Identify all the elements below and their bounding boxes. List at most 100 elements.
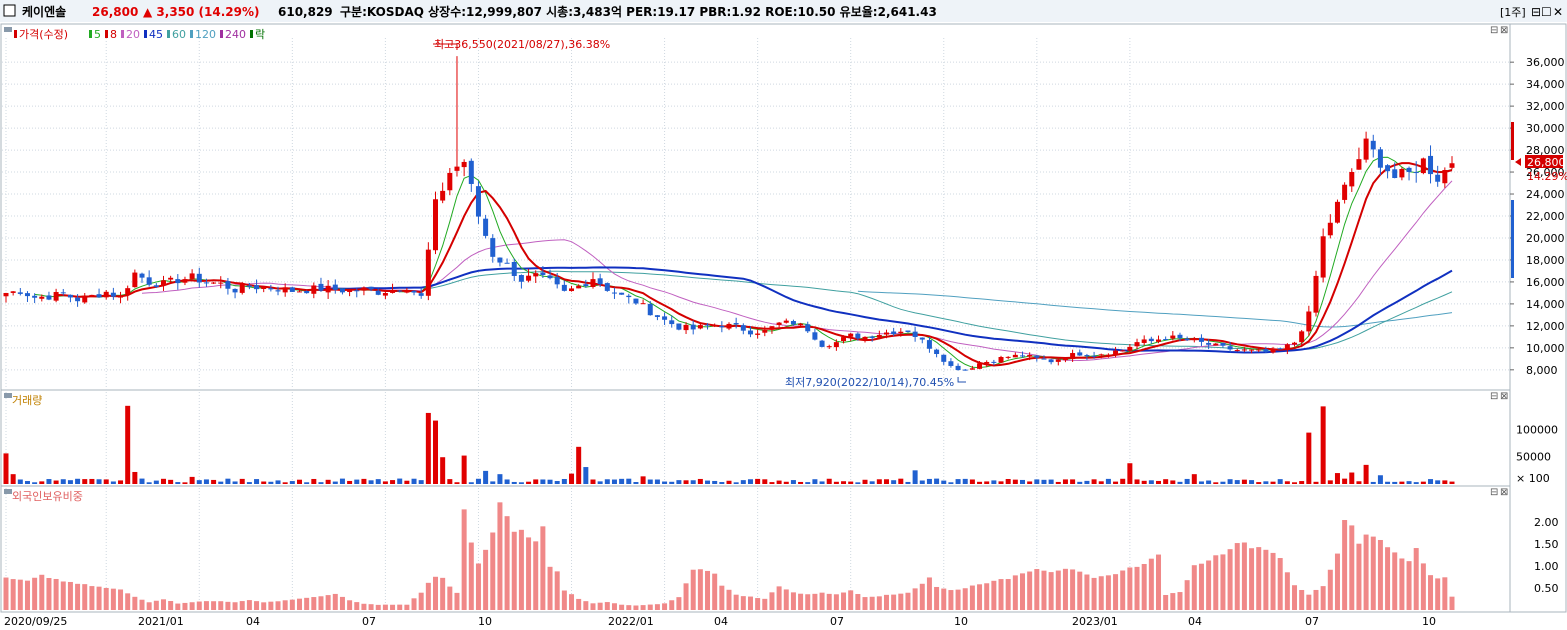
- price-pane: [0, 23, 1511, 391]
- volume-bar: [583, 467, 589, 484]
- x-axis-label: 10: [954, 615, 968, 628]
- foreign-pane-close-icon[interactable]: ⊠: [1500, 487, 1508, 498]
- volume-bar: [1256, 482, 1262, 484]
- header-checkbox[interactable]: [3, 4, 16, 17]
- legend-item[interactable]: 가격(수정): [19, 28, 68, 41]
- foreign-bar: [483, 549, 489, 610]
- volume-bar: [3, 453, 9, 484]
- candle-body: [604, 283, 610, 291]
- candle-body: [969, 368, 975, 370]
- legend-item[interactable]: 60: [172, 28, 186, 41]
- foreign-pane: [0, 485, 1511, 613]
- foreign-bar: [1084, 574, 1090, 610]
- price-change: ▲ 3,350 (14.29%): [143, 5, 260, 19]
- close-icon[interactable]: ✕: [1553, 5, 1563, 19]
- foreign-bar: [941, 588, 947, 610]
- volume-pane-close-icon[interactable]: ⊠: [1500, 391, 1508, 402]
- legend-item[interactable]: 240: [225, 28, 246, 41]
- candle-body: [246, 285, 252, 287]
- volume-pane-marker: [4, 393, 12, 398]
- candle-body: [762, 330, 768, 333]
- volume-bar: [1012, 479, 1018, 484]
- foreign-bar: [647, 604, 653, 610]
- ma45-line: [320, 266, 1453, 354]
- candle-body: [1399, 168, 1405, 178]
- candle-body: [1284, 344, 1290, 350]
- legend-item[interactable]: 20: [126, 28, 140, 41]
- candle-body: [934, 349, 940, 355]
- volume-bar: [862, 479, 868, 484]
- candle-body: [411, 290, 417, 293]
- stock-name: 케이엔솔: [22, 4, 66, 19]
- volume-bar: [733, 482, 739, 484]
- candle-body: [697, 325, 703, 329]
- volume-bar: [1277, 479, 1283, 484]
- candle-body: [576, 285, 582, 289]
- candle-body: [1005, 356, 1011, 358]
- volume-pane-min-icon[interactable]: ⊟: [1490, 391, 1498, 402]
- volume-bar: [726, 480, 732, 484]
- legend-swatch: [105, 30, 108, 38]
- foreign-bar: [46, 577, 52, 610]
- volume-bar: [168, 479, 174, 484]
- foreign-title: 외국인보유비중: [12, 490, 83, 503]
- price-axis-label: 8,000: [1526, 364, 1558, 377]
- volume-bar: [39, 481, 45, 484]
- maximize-icon[interactable]: ☐: [1541, 5, 1552, 19]
- volume-bar: [533, 479, 539, 484]
- candle-body: [232, 288, 238, 293]
- candle-body: [1213, 343, 1219, 346]
- volume-bar: [132, 471, 138, 484]
- candle-body: [712, 325, 718, 327]
- price-axis-label: 28,000: [1526, 144, 1565, 157]
- foreign-bar: [991, 580, 997, 610]
- candle-body: [17, 292, 23, 294]
- foreign-bar: [225, 601, 231, 610]
- foreign-bar: [218, 601, 224, 610]
- volume-bar: [203, 479, 209, 484]
- volume-bar: [325, 479, 331, 484]
- candle-body: [1113, 350, 1119, 356]
- volume-bar: [1019, 479, 1025, 484]
- foreign-bar: [189, 602, 195, 610]
- volume-bar: [67, 480, 73, 484]
- volume-bar: [898, 478, 904, 484]
- candle-body: [1377, 149, 1383, 168]
- volume-bar: [24, 481, 30, 484]
- legend-item[interactable]: 락: [255, 28, 265, 41]
- volume-bar: [590, 479, 596, 484]
- foreign-bar: [1435, 578, 1441, 610]
- candle-body: [425, 249, 431, 296]
- candle-body: [991, 361, 997, 363]
- volume-bar: [841, 481, 847, 484]
- foreign-bar: [977, 584, 983, 610]
- axis-labels: 36,000 34,000 32,000 30,000 28,000 26,000 24,0…: [4, 43, 1565, 628]
- legend-item[interactable]: 120: [195, 28, 216, 41]
- legend-item[interactable]: 45: [149, 28, 163, 41]
- price-pane-close-icon[interactable]: ⊠: [1500, 25, 1508, 36]
- volume-bar: [812, 479, 818, 484]
- price-pane-min-icon[interactable]: ⊟: [1490, 25, 1498, 36]
- candle-body: [891, 331, 897, 335]
- legend-item[interactable]: 8: [110, 28, 117, 41]
- volume-bar: [919, 480, 925, 484]
- foreign-bar: [368, 604, 374, 610]
- legend-item[interactable]: 5: [94, 28, 101, 41]
- minimize-icon[interactable]: ⊟: [1531, 5, 1541, 19]
- candle-body: [160, 280, 166, 286]
- foreign-bar: [132, 596, 138, 610]
- candle-body: [805, 324, 811, 332]
- foreign-bar: [1134, 566, 1140, 610]
- candle-body: [296, 291, 302, 293]
- volume-bar: [146, 482, 152, 484]
- foreign-bar: [146, 602, 152, 610]
- candle-body: [175, 279, 181, 284]
- foreign-bar: [425, 582, 431, 610]
- foreign-bar: [841, 592, 847, 610]
- volume-bar: [926, 478, 932, 484]
- period-label[interactable]: [1주]: [1500, 6, 1526, 19]
- foreign-bar: [1012, 575, 1018, 610]
- foreign-pane-min-icon[interactable]: ⊟: [1490, 487, 1498, 498]
- volume-bar: [762, 479, 768, 484]
- foreign-bar: [475, 563, 481, 610]
